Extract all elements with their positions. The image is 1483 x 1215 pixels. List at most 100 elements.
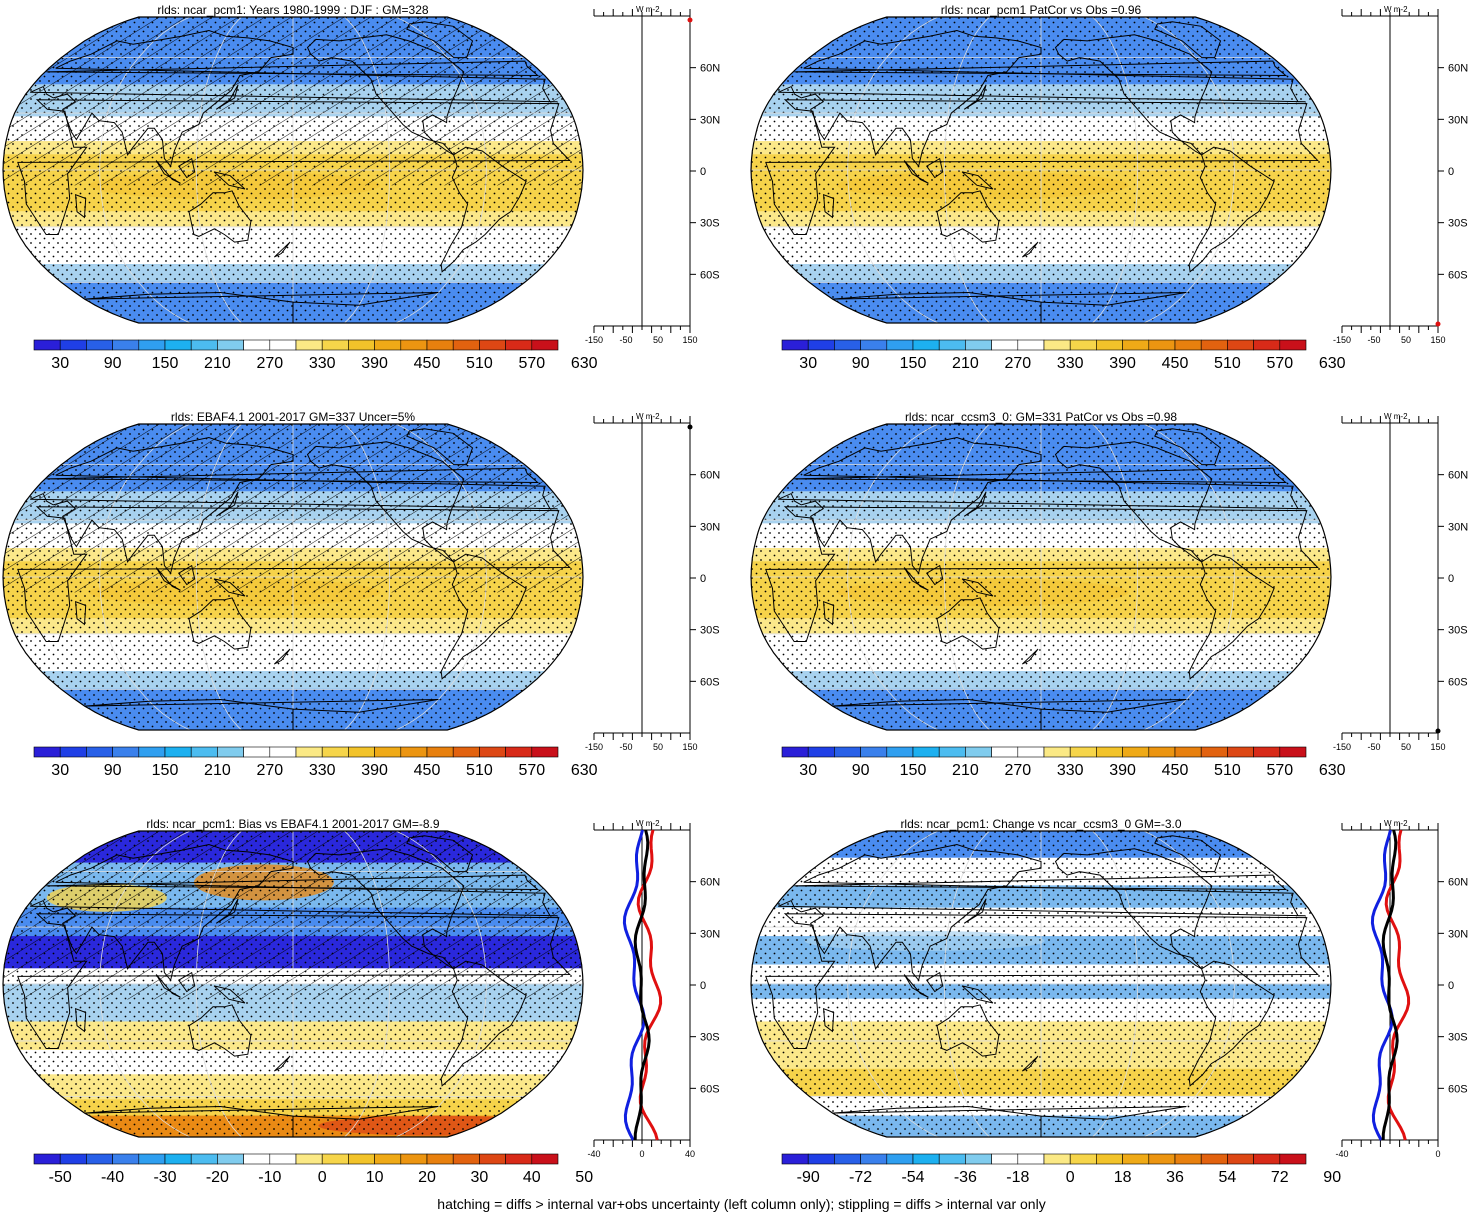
colorbar-label: 90: [852, 355, 870, 372]
colorbar-swatch: [1122, 746, 1150, 758]
colorbar-swatch: [243, 1153, 271, 1165]
colorbar-label: 30: [799, 762, 817, 779]
colorbar-swatch: [190, 746, 218, 758]
colorbar: 30 90 150 210 270 330 390 450 510 570 630: [781, 746, 1346, 779]
profile-line: [1370, 829, 1394, 1141]
colorbar-swatch: [426, 339, 454, 351]
colorbar-label: 30: [471, 1169, 489, 1186]
colorbar-swatch: [860, 1153, 888, 1165]
colorbar-label: 270: [1004, 762, 1031, 779]
colorbar-label: 150: [152, 355, 179, 372]
profile-lat-tick: 30N: [1448, 928, 1468, 940]
profile-lat-tick: 30S: [700, 1032, 720, 1044]
colorbar-swatch: [295, 339, 323, 351]
colorbar-swatch: [33, 339, 61, 351]
colorbar-swatch: [348, 1153, 375, 1165]
colorbar-swatch: [1043, 1153, 1071, 1165]
colorbar-swatch: [886, 339, 914, 351]
colorbar-swatch: [1174, 1153, 1202, 1165]
profile-lat-tick: 60S: [700, 269, 720, 281]
colorbar-swatch: [269, 339, 297, 351]
colorbar-label: -36: [954, 1169, 977, 1186]
figure-caption: hatching = diffs > internal var+obs unce…: [437, 1196, 1046, 1212]
colorbar-swatch: [217, 1153, 244, 1165]
profile-x-tick: -40: [587, 1149, 600, 1159]
profile-lat-tick: 60S: [1448, 269, 1468, 281]
colorbar-swatch: [452, 746, 480, 758]
colorbar-swatch: [112, 339, 140, 351]
colorbar-swatch: [426, 1153, 454, 1165]
colorbar-swatch: [860, 746, 888, 758]
colorbar-swatch: [834, 1153, 861, 1165]
profile-line: [622, 829, 646, 1141]
colorbar-label: -54: [901, 1169, 924, 1186]
zonal-mean-profile: W m-2 -150 -50 50 150 60N 30N 0 30S 60S: [585, 5, 720, 345]
colorbar-label: 50: [575, 1169, 593, 1186]
zonal-mean-profile: W m-2 -150 -50 50 150 60N 30N 0 30S 60S: [585, 412, 720, 752]
colorbar-label: 30: [799, 355, 817, 372]
colorbar-label: 630: [1319, 355, 1346, 372]
colorbar-swatch: [59, 1153, 87, 1165]
colorbar-swatch: [321, 746, 349, 758]
colorbar-swatch: [164, 746, 192, 758]
colorbar-swatch: [400, 1153, 428, 1165]
world-map: [750, 423, 1332, 731]
colorbar-swatch: [86, 339, 113, 351]
colorbar-label: -18: [1006, 1169, 1029, 1186]
map-panel: rlds: ncar_pcm1 PatCor vs Obs =0.96 W m-2…: [748, 0, 1483, 400]
colorbar-label: 270: [256, 762, 283, 779]
colorbar-swatch: [834, 746, 861, 758]
colorbar-swatch: [531, 1153, 559, 1165]
colorbar-swatch: [295, 746, 323, 758]
map-panel: rlds: ncar_pcm1: Bias vs EBAF4.1 2001-20…: [0, 814, 740, 1214]
colorbar-swatch: [190, 339, 218, 351]
panel-title: rlds: ncar_pcm1: Bias vs EBAF4.1 2001-20…: [146, 817, 440, 831]
colorbar-label: 630: [571, 355, 598, 372]
colorbar-swatch: [243, 746, 271, 758]
colorbar-swatch: [1174, 746, 1202, 758]
colorbar-swatch: [860, 339, 888, 351]
profile-lat-tick: 60S: [700, 676, 720, 688]
colorbar-label: 0: [318, 1169, 327, 1186]
profile-x-tick: 150: [682, 335, 697, 345]
panel-title: rlds: ncar_pcm1 PatCor vs Obs =0.96: [940, 3, 1142, 17]
colorbar: 30 90 150 210 270 330 390 450 510 570 630: [33, 746, 598, 779]
profile-lat-tick: 0: [1448, 573, 1454, 585]
profile-lat-tick: 60S: [1448, 676, 1468, 688]
colorbar-label: 90: [104, 762, 122, 779]
map-panel: rlds: ncar_pcm1: Years 1980-1999 : DJF :…: [0, 0, 740, 400]
profile-lat-tick: 60N: [1448, 877, 1468, 889]
colorbar-swatch: [807, 746, 835, 758]
profile-x-tick: 40: [685, 1149, 695, 1159]
colorbar-swatch: [1043, 746, 1071, 758]
map-panel: rlds: EBAF4.1 2001-2017 GM=337 Uncer=5% W…: [0, 407, 740, 807]
colorbar-swatch: [886, 1153, 914, 1165]
colorbar-label: 90: [104, 355, 122, 372]
colorbar-label: 210: [204, 762, 231, 779]
profile-x-tick: 150: [682, 742, 697, 752]
colorbar-label: 330: [309, 762, 336, 779]
colorbar-swatch: [807, 1153, 835, 1165]
profile-x-tick: 0: [639, 1149, 644, 1159]
map-panel: rlds: ncar_pcm1: Change vs ncar_ccsm3_0 …: [748, 814, 1483, 1214]
colorbar-label: 90: [1323, 1169, 1341, 1186]
colorbar-label: 54: [1219, 1169, 1237, 1186]
profile-x-tick: -40: [1335, 1149, 1348, 1159]
profile-lat-tick: 60S: [700, 1083, 720, 1095]
world-map: [750, 830, 1332, 1138]
colorbar-label: 150: [152, 762, 179, 779]
colorbar-label: 450: [1162, 355, 1189, 372]
colorbar-swatch: [938, 746, 966, 758]
colorbar: 30 90 150 210 270 330 390 450 510 570 630: [33, 339, 598, 372]
profile-lat-tick: 60N: [700, 877, 720, 889]
colorbar-swatch: [505, 746, 533, 758]
colorbar-swatch: [912, 1153, 940, 1165]
colorbar-label: 90: [852, 762, 870, 779]
colorbar-label: 270: [256, 355, 283, 372]
colorbar-label: 390: [1109, 355, 1136, 372]
colorbar-label: 18: [1114, 1169, 1132, 1186]
profile-lat-tick: 30N: [700, 114, 720, 126]
colorbar-swatch: [112, 746, 140, 758]
colorbar-swatch: [452, 1153, 480, 1165]
colorbar-label: 330: [309, 355, 336, 372]
